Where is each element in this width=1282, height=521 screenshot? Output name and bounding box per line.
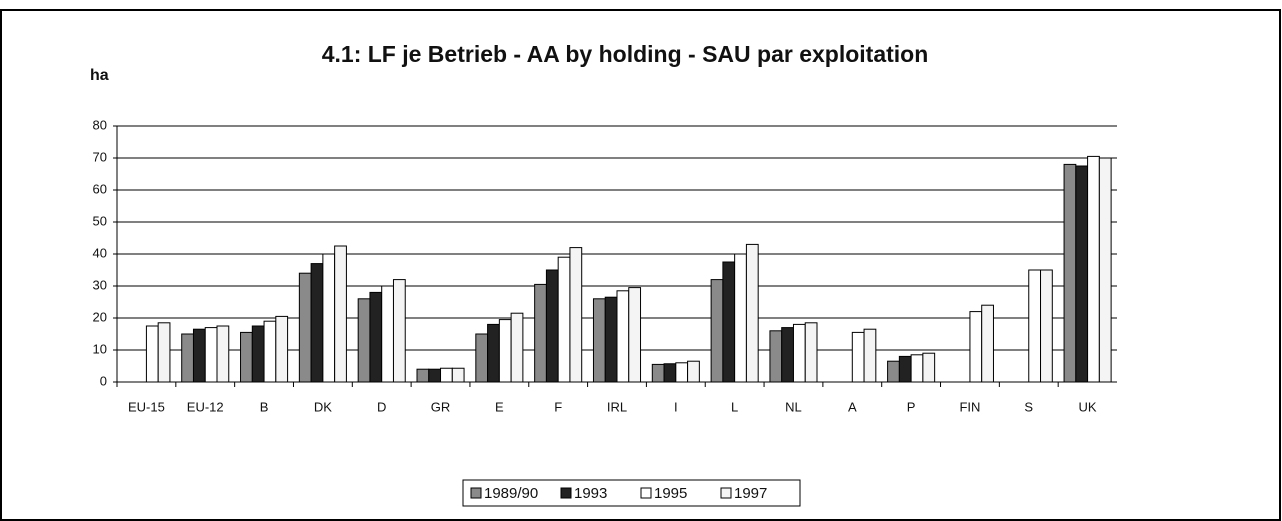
y-tick-label: 20 [93,309,107,324]
bar [181,333,194,383]
bar [310,263,324,383]
bar [428,368,442,383]
x-tick-label: EU-15 [128,399,165,414]
x-tick-label: P [907,399,916,414]
x-tick-label: NL [785,399,802,414]
x-tick-label: S [1024,399,1033,414]
bar [863,328,877,383]
bar [710,279,724,383]
bar [887,360,900,383]
bar [687,360,700,383]
legend-label: 1997 [734,485,767,502]
bar [592,298,606,383]
bar [851,331,865,383]
bar [1063,163,1077,383]
bar [616,290,630,383]
bar [451,367,465,383]
x-tick-label: L [731,399,738,414]
bar [298,272,312,383]
chart-title: 4.1: LF je Betrieb - AA by holding - SAU… [322,41,929,67]
bar [804,322,818,383]
y-axis-label: ha [90,67,109,84]
bar [192,328,206,383]
bar [734,253,747,383]
bar [651,363,665,383]
y-tick-label: 50 [93,213,107,228]
bar [240,331,253,383]
y-tick-label: 70 [93,149,107,164]
bar [357,298,371,383]
bar [675,362,689,383]
bar [534,283,547,383]
bar [981,304,994,383]
bar [781,327,794,383]
bar [510,312,524,383]
bar [416,368,430,383]
y-tick-label: 10 [93,341,107,356]
bar [263,320,277,383]
legend-box [462,479,801,507]
legend-swatch [560,487,572,499]
x-tick-label: D [377,399,386,414]
bar [557,256,571,383]
x-tick-label: A [848,399,857,414]
bar [145,325,159,383]
bar [745,243,759,383]
bar [334,245,347,383]
bar [216,325,230,383]
bar [251,325,265,383]
bar [392,279,406,383]
x-tick-label: E [495,399,504,414]
legend-swatch [640,487,652,499]
bar [969,311,983,383]
bar [1075,165,1089,383]
bar [604,296,618,383]
bar [1098,157,1112,383]
bar [569,247,583,383]
bar [440,367,453,383]
y-tick-label: 60 [93,181,107,196]
bar [910,354,924,383]
x-tick-label: B [260,399,269,414]
y-tick-label: 30 [93,277,107,292]
bar [1028,269,1042,383]
legend-swatch [470,487,482,499]
bar [381,285,394,383]
bar [769,330,783,383]
legend-swatch [720,487,732,499]
y-tick-label: 0 [100,373,107,388]
bar [545,269,559,383]
bar [1040,269,1053,383]
y-tick-label: 80 [93,117,107,132]
x-tick-label: UK [1079,399,1097,414]
x-tick-label: F [554,399,562,414]
x-tick-label: FIN [959,399,980,414]
bar [475,333,489,383]
legend-label: 1995 [654,485,687,502]
bar [204,327,218,383]
x-tick-label: DK [314,399,332,414]
x-tick-label: EU-12 [187,399,224,414]
legend-label: 1993 [574,485,607,502]
bar [663,363,677,383]
bar [1087,155,1100,383]
bar [369,291,383,383]
bar [722,261,736,383]
x-tick-label: GR [431,399,451,414]
bar [322,253,336,383]
bar [275,315,289,383]
bar [628,287,642,383]
legend-label: 1989/90 [484,485,538,502]
bar [157,322,171,383]
bar [498,319,512,383]
bar [792,323,806,383]
y-tick-label: 40 [93,245,107,260]
bar [922,352,936,383]
bar [487,323,500,383]
x-tick-label: IRL [607,399,627,414]
bar [898,355,912,383]
x-tick-label: I [674,399,678,414]
